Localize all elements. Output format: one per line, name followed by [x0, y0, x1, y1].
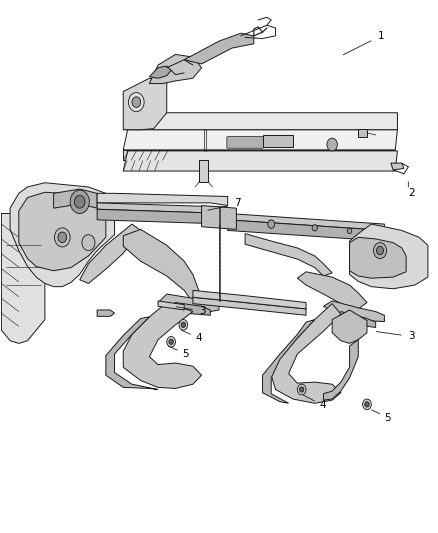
Circle shape	[365, 402, 369, 407]
Polygon shape	[245, 233, 332, 276]
Text: 3: 3	[199, 306, 206, 316]
Circle shape	[128, 93, 144, 112]
Circle shape	[82, 235, 95, 251]
Text: 4: 4	[195, 333, 201, 343]
Circle shape	[132, 97, 141, 108]
Polygon shape	[123, 229, 201, 303]
Polygon shape	[323, 301, 385, 321]
Polygon shape	[193, 297, 306, 316]
Text: 5: 5	[182, 349, 189, 359]
Circle shape	[300, 387, 304, 392]
Polygon shape	[123, 113, 397, 130]
Text: 5: 5	[385, 413, 391, 423]
Polygon shape	[184, 33, 254, 64]
Polygon shape	[167, 303, 210, 316]
Circle shape	[327, 138, 337, 151]
Polygon shape	[10, 183, 115, 287]
Circle shape	[179, 319, 187, 330]
Polygon shape	[123, 150, 395, 160]
Polygon shape	[149, 66, 171, 78]
Polygon shape	[358, 128, 367, 136]
Circle shape	[58, 232, 67, 243]
Polygon shape	[158, 301, 184, 310]
Polygon shape	[350, 224, 428, 289]
Polygon shape	[228, 220, 385, 241]
Polygon shape	[193, 290, 306, 309]
Polygon shape	[123, 78, 167, 130]
Polygon shape	[1, 214, 45, 343]
Polygon shape	[97, 310, 115, 317]
Circle shape	[312, 224, 318, 231]
Circle shape	[167, 336, 176, 347]
Circle shape	[377, 246, 384, 255]
Polygon shape	[97, 209, 228, 224]
Polygon shape	[323, 340, 358, 400]
Polygon shape	[19, 192, 106, 271]
Text: 1: 1	[378, 31, 385, 41]
Polygon shape	[297, 272, 367, 309]
Polygon shape	[97, 203, 228, 214]
Text: 2: 2	[408, 188, 415, 198]
Text: 7: 7	[234, 198, 241, 208]
FancyBboxPatch shape	[227, 136, 263, 148]
Circle shape	[74, 196, 85, 208]
Polygon shape	[123, 130, 397, 150]
Polygon shape	[149, 54, 201, 84]
Circle shape	[54, 228, 70, 247]
Polygon shape	[332, 312, 376, 327]
Bar	[199, 160, 208, 182]
Circle shape	[268, 220, 275, 228]
Circle shape	[297, 384, 306, 395]
Polygon shape	[80, 224, 141, 284]
Polygon shape	[53, 189, 97, 208]
Bar	[262, 135, 293, 147]
Polygon shape	[123, 303, 201, 389]
Circle shape	[169, 339, 173, 344]
Polygon shape	[123, 151, 397, 171]
Circle shape	[363, 399, 371, 410]
Polygon shape	[271, 304, 341, 403]
Polygon shape	[201, 206, 237, 229]
Polygon shape	[332, 310, 367, 343]
Circle shape	[374, 243, 387, 259]
Polygon shape	[228, 214, 385, 230]
Circle shape	[181, 322, 185, 327]
Polygon shape	[106, 317, 158, 390]
Polygon shape	[97, 193, 228, 206]
Polygon shape	[350, 237, 406, 278]
Polygon shape	[262, 319, 315, 403]
Circle shape	[70, 190, 89, 214]
Polygon shape	[158, 294, 219, 312]
Text: 4: 4	[319, 400, 326, 410]
Polygon shape	[391, 163, 404, 170]
Circle shape	[347, 228, 352, 233]
Text: 3: 3	[408, 332, 415, 342]
